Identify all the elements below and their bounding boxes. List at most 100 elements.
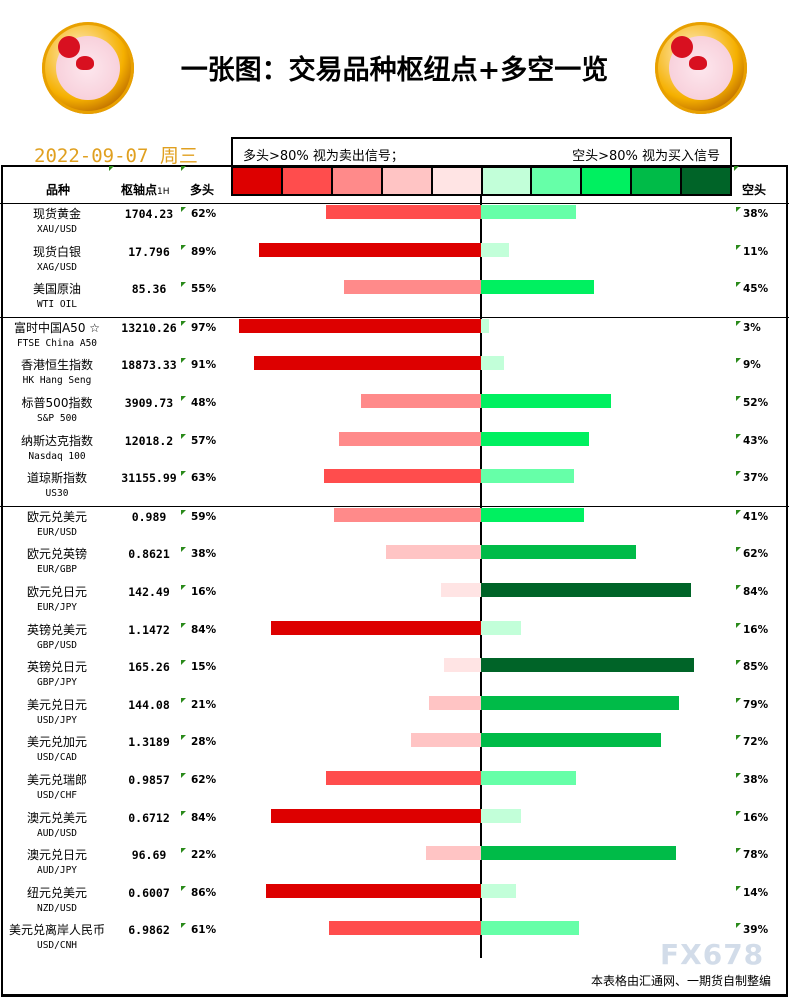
instrument-cn: 美元兑加元	[26, 735, 87, 750]
logo-right	[655, 22, 747, 114]
instrument-cn: 澳元兑美元	[26, 810, 87, 825]
table-row: 英镑兑美元 GBP/USD 1.1472 84% 16%	[0, 620, 789, 658]
short-percent: 62%	[743, 548, 769, 561]
instrument-cn: 美国原油	[32, 282, 81, 297]
col-header-name: 品种	[46, 183, 71, 197]
long-bar	[258, 242, 481, 257]
instrument-en: AUD/USD	[36, 827, 78, 839]
instrument-cn: 富时中国A50 ☆	[13, 320, 101, 335]
pivot-value: 0.8621	[128, 547, 170, 562]
long-percent: 61%	[191, 924, 217, 937]
legend-box: 多头>80% 视为卖出信号； 空头>80% 视为买入信号	[231, 137, 732, 196]
instrument-name: 现货白银 XAG/USD	[2, 245, 112, 275]
comment-marker-icon	[736, 848, 741, 854]
instrument-en: S&P 500	[36, 412, 78, 424]
instrument-name: 澳元兑日元 AUD/JPY	[2, 848, 112, 878]
long-percent: 91%	[191, 359, 217, 372]
comment-marker-icon	[736, 810, 741, 816]
short-percent: 72%	[743, 736, 769, 749]
instrument-name: 富时中国A50 ☆ FTSE China A50	[2, 321, 112, 351]
logo-left	[42, 22, 134, 114]
table-row: 美元兑离岸人民币 USD/CNH 6.9862 61% 39%	[0, 920, 789, 958]
instrument-cn: 美元兑离岸人民币	[8, 923, 105, 938]
long-percent: 97%	[191, 321, 217, 334]
table-row: 现货黄金 XAU/USD 1704.23 62% 38%	[0, 204, 789, 242]
comment-marker-icon	[736, 395, 741, 401]
comment-marker-icon	[736, 923, 741, 929]
instrument-name: 现货黄金 XAU/USD	[2, 207, 112, 237]
comment-marker-icon	[736, 207, 741, 212]
comment-marker-icon	[736, 547, 741, 553]
short-percent: 9%	[743, 359, 761, 372]
short-percent: 16%	[743, 811, 769, 824]
short-bar	[481, 469, 574, 484]
long-bar	[253, 356, 481, 371]
table-row: 美元兑瑞郎 USD/CHF 0.9857 62% 38%	[0, 770, 789, 808]
comment-marker-icon	[736, 697, 741, 703]
comment-marker-icon	[181, 244, 186, 250]
short-bar	[481, 658, 694, 673]
instrument-name: 英镑兑日元 GBP/JPY	[2, 660, 112, 690]
instrument-cn: 英镑兑美元	[26, 622, 87, 637]
comment-marker-icon	[736, 509, 741, 515]
instrument-cn: 纽元兑美元	[26, 885, 87, 900]
short-percent: 39%	[743, 924, 769, 937]
table-row: 香港恒生指数 HK Hang Seng 18873.33 91% 9%	[0, 355, 789, 393]
pivot-value: 1.1472	[128, 622, 170, 637]
instrument-en: US30	[45, 488, 69, 500]
table-row: 澳元兑美元 AUD/USD 0.6712 84% 16%	[0, 808, 789, 846]
short-bar	[481, 318, 489, 333]
short-bar	[481, 582, 691, 597]
instrument-name: 美国原油 WTI OIL	[2, 282, 112, 312]
comment-marker-icon	[181, 622, 186, 628]
instrument-cn: 纳斯达克指数	[20, 433, 93, 448]
short-bar	[481, 393, 611, 408]
pivot-value: 142.49	[128, 584, 170, 599]
long-percent: 84%	[191, 811, 217, 824]
instrument-en: WTI OIL	[36, 299, 78, 311]
table-row: 现货白银 XAG/USD 17.796 89% 11%	[0, 242, 789, 280]
instrument-name: 纳斯达克指数 Nasdaq 100	[2, 434, 112, 464]
short-percent: 41%	[743, 510, 769, 523]
comment-marker-icon	[181, 433, 186, 439]
comment-marker-icon	[736, 584, 741, 590]
table-row: 纽元兑美元 NZD/USD 0.6007 86% 14%	[0, 883, 789, 921]
short-percent: 38%	[743, 773, 769, 786]
instrument-name: 美元兑离岸人民币 USD/CNH	[2, 923, 112, 953]
comment-marker-icon	[181, 885, 186, 891]
instrument-name: 美元兑瑞郎 USD/CHF	[2, 773, 112, 803]
legend-long-text: 多头>80% 视为卖出信号；	[243, 149, 404, 164]
short-percent: 37%	[743, 472, 769, 485]
pivot-value: 12018.2	[124, 433, 174, 448]
short-percent: 84%	[743, 585, 769, 598]
short-bar	[481, 205, 576, 219]
pivot-value: 0.6712	[128, 810, 170, 825]
instrument-cn: 澳元兑日元	[26, 848, 87, 863]
comment-marker-icon	[181, 320, 186, 326]
pivot-value: 13210.26	[121, 320, 177, 335]
instrument-en: FTSE China A50	[16, 337, 98, 349]
legend-color-cell	[532, 168, 583, 194]
col-header-pivot: 枢轴点1H	[121, 181, 170, 198]
instrument-en: USD/CNH	[36, 940, 78, 952]
instrument-name: 标普500指数 S&P 500	[2, 396, 112, 426]
comment-marker-icon	[181, 395, 186, 401]
comment-marker-icon	[736, 772, 741, 778]
pivot-value: 1704.23	[124, 207, 174, 221]
comment-marker-icon	[181, 166, 186, 171]
long-bar	[271, 620, 481, 635]
instrument-en: USD/CHF	[36, 789, 78, 801]
legend-color-cell	[582, 168, 633, 194]
short-percent: 85%	[743, 661, 769, 674]
short-bar	[481, 545, 636, 560]
long-bar	[411, 733, 481, 748]
instrument-cn: 香港恒生指数	[20, 358, 93, 373]
pivot-value: 165.26	[128, 660, 170, 675]
long-bar	[266, 883, 481, 898]
long-bar	[271, 808, 481, 823]
comment-marker-icon	[736, 885, 741, 891]
short-percent: 3%	[743, 321, 761, 334]
instrument-name: 欧元兑英镑 EUR/GBP	[2, 547, 112, 577]
comment-marker-icon	[736, 358, 741, 364]
instrument-en: HK Hang Seng	[22, 375, 92, 387]
